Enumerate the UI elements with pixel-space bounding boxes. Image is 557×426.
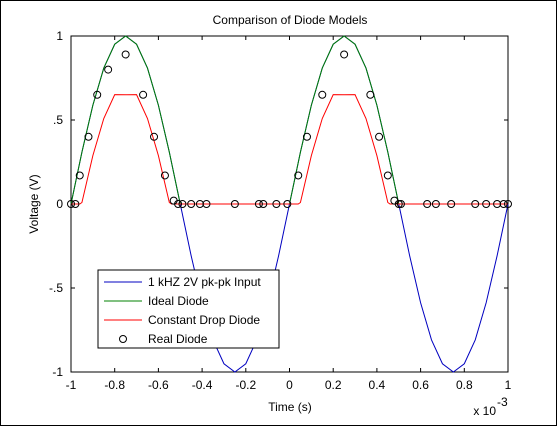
- data-point-real-diode: [178, 200, 187, 208]
- data-point-real-diode: [394, 200, 403, 208]
- data-point-real-diode: [482, 200, 491, 208]
- x-tick-label: -1: [66, 378, 77, 392]
- data-point-real-diode: [504, 200, 512, 208]
- data-point-real-diode: [160, 171, 169, 180]
- data-point-real-diode: [93, 90, 102, 99]
- data-point-real-diode: [150, 132, 159, 141]
- data-point-real-diode: [104, 65, 113, 74]
- data-point-real-diode: [423, 200, 432, 208]
- y-tick-label: -1: [52, 365, 63, 379]
- data-point-real-diode: [302, 132, 311, 141]
- data-point-real-diode: [187, 200, 196, 208]
- legend-label-constant-drop-diode: Constant Drop Diode: [148, 313, 260, 327]
- data-point-real-diode: [202, 200, 211, 208]
- data-point-real-diode: [283, 200, 292, 208]
- x-tick-label: 0.4: [369, 378, 386, 392]
- data-point-real-diode: [121, 50, 130, 59]
- x-tick-label: -0.6: [148, 378, 169, 392]
- legend-label-real-diode: Real Diode: [148, 332, 208, 346]
- y-tick-label: 1: [56, 29, 63, 43]
- x-tick-label: 0.6: [412, 378, 429, 392]
- data-point-real-diode: [366, 90, 375, 99]
- data-point-real-diode: [84, 132, 93, 141]
- data-point-real-diode: [375, 132, 384, 141]
- series-layer: [67, 35, 512, 373]
- data-point-real-diode: [383, 171, 392, 180]
- x-tick-label: 1: [505, 378, 512, 392]
- data-point-real-diode: [139, 90, 148, 99]
- data-point-real-diode: [174, 200, 183, 208]
- x-exponent-label: x 10: [473, 404, 496, 418]
- x-tick-label: 0: [286, 378, 293, 392]
- y-tick-label: 0: [56, 197, 63, 211]
- x-axis-label: Time (s): [268, 400, 312, 414]
- data-point-real-diode: [294, 171, 303, 180]
- data-point-real-diode: [471, 200, 480, 208]
- x-tick-label: -0.4: [192, 378, 213, 392]
- ticks: -1 -0.8 -0.6 -0.4 -0.2 0 0.2 0.4 0.6 0.8 1 -1 -.5 0 .5…: [49, 29, 512, 392]
- data-point-real-diode: [447, 200, 456, 208]
- data-point-real-diode: [67, 200, 75, 208]
- data-point-real-diode: [318, 90, 327, 99]
- data-point-real-diode: [230, 200, 239, 208]
- data-point-real-diode: [259, 200, 268, 208]
- legend-label-1-khz-2v-pk-pk-input: 1 kHZ 2V pk-pk Input: [148, 275, 261, 289]
- data-point-real-diode: [254, 200, 263, 208]
- chart-title: Comparison of Diode Models: [213, 13, 368, 27]
- x-tick-label: -0.8: [104, 378, 125, 392]
- x-tick-label: 0.2: [325, 378, 342, 392]
- legend-label-ideal-diode: Ideal Diode: [148, 294, 209, 308]
- data-point-real-diode: [272, 200, 281, 208]
- y-axis-label: Voltage (V): [27, 174, 41, 233]
- x-exponent-power: -3: [497, 395, 508, 409]
- x-tick-label: 0.8: [456, 378, 473, 392]
- legend-swatch-real-diode: [119, 335, 127, 343]
- data-point-real-diode: [499, 200, 508, 208]
- data-point-real-diode: [396, 200, 405, 208]
- data-point-real-diode: [75, 171, 84, 180]
- data-point-real-diode: [71, 200, 80, 208]
- legend-box: [97, 269, 280, 349]
- data-point-real-diode: [340, 50, 349, 59]
- y-tick-label: .5: [53, 113, 63, 127]
- x-tick-label: -0.2: [235, 378, 256, 392]
- y-tick-label: -.5: [49, 281, 63, 295]
- data-point-real-diode: [431, 200, 440, 208]
- legend: 1 kHZ 2V pk-pk Input Ideal Diode Constant …: [97, 269, 280, 349]
